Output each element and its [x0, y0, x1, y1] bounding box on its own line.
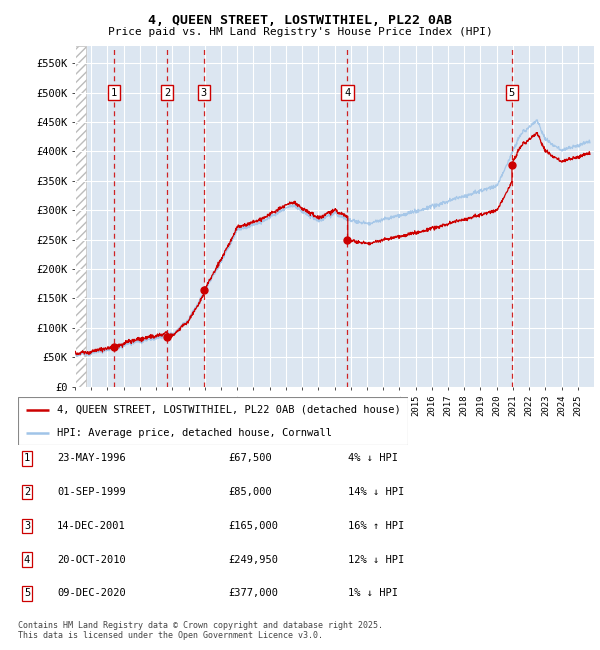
- Text: 23-MAY-1996: 23-MAY-1996: [57, 453, 126, 463]
- Text: 4, QUEEN STREET, LOSTWITHIEL, PL22 0AB: 4, QUEEN STREET, LOSTWITHIEL, PL22 0AB: [148, 14, 452, 27]
- Text: 4: 4: [24, 554, 30, 565]
- Text: 3: 3: [24, 521, 30, 531]
- Text: £249,950: £249,950: [228, 554, 278, 565]
- Text: 1: 1: [110, 88, 117, 97]
- Text: 01-SEP-1999: 01-SEP-1999: [57, 487, 126, 497]
- Text: £165,000: £165,000: [228, 521, 278, 531]
- Text: 4% ↓ HPI: 4% ↓ HPI: [348, 453, 398, 463]
- Text: HPI: Average price, detached house, Cornwall: HPI: Average price, detached house, Corn…: [57, 428, 332, 438]
- Text: 14-DEC-2001: 14-DEC-2001: [57, 521, 126, 531]
- Text: 4, QUEEN STREET, LOSTWITHIEL, PL22 0AB (detached house): 4, QUEEN STREET, LOSTWITHIEL, PL22 0AB (…: [57, 405, 401, 415]
- Text: 2: 2: [164, 88, 170, 97]
- Text: 3: 3: [201, 88, 207, 97]
- Text: 4: 4: [344, 88, 350, 97]
- Text: 5: 5: [24, 588, 30, 599]
- Text: 14% ↓ HPI: 14% ↓ HPI: [348, 487, 404, 497]
- Text: £377,000: £377,000: [228, 588, 278, 599]
- Text: £85,000: £85,000: [228, 487, 272, 497]
- Text: 12% ↓ HPI: 12% ↓ HPI: [348, 554, 404, 565]
- Text: 2: 2: [24, 487, 30, 497]
- Text: 16% ↑ HPI: 16% ↑ HPI: [348, 521, 404, 531]
- Text: 5: 5: [509, 88, 515, 97]
- Text: 1: 1: [24, 453, 30, 463]
- Text: 09-DEC-2020: 09-DEC-2020: [57, 588, 126, 599]
- Text: Price paid vs. HM Land Registry's House Price Index (HPI): Price paid vs. HM Land Registry's House …: [107, 27, 493, 37]
- FancyBboxPatch shape: [18, 396, 408, 445]
- Text: 1% ↓ HPI: 1% ↓ HPI: [348, 588, 398, 599]
- Text: Contains HM Land Registry data © Crown copyright and database right 2025.
This d: Contains HM Land Registry data © Crown c…: [18, 621, 383, 640]
- Text: 20-OCT-2010: 20-OCT-2010: [57, 554, 126, 565]
- Text: £67,500: £67,500: [228, 453, 272, 463]
